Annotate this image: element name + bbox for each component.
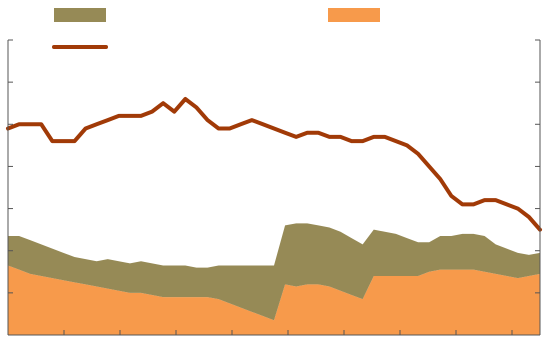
legend-swatch-series-2 xyxy=(54,8,106,22)
area-series-1 xyxy=(8,265,540,335)
line-layer xyxy=(6,97,542,232)
area-series-2 xyxy=(8,223,540,321)
area-layer xyxy=(8,223,540,335)
legend xyxy=(52,8,380,49)
axes-layer xyxy=(7,39,541,336)
legend-swatch-series-1 xyxy=(328,8,380,22)
line-series-1 xyxy=(6,97,542,232)
